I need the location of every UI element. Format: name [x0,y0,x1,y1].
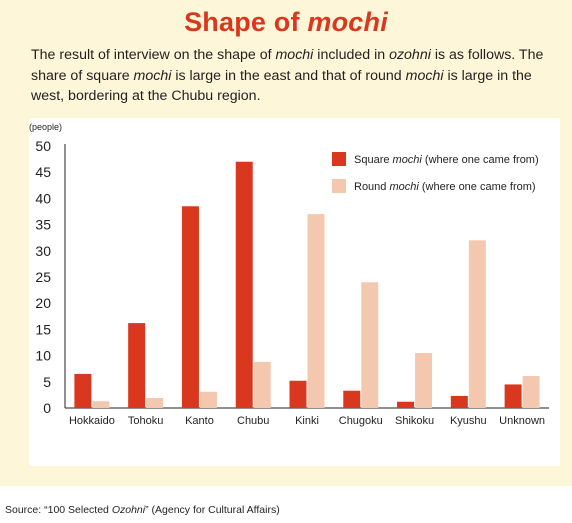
legend-label-square: Square mochi (where one came from) [354,154,539,166]
bar-square-unknown [504,384,522,408]
intro-segment: included in [313,47,390,63]
y-tick-label: 5 [43,374,51,390]
intro-segment: mochi [275,47,314,63]
intro-segment: ozohni [389,47,431,63]
y-tick-label: 40 [35,190,51,206]
bar-round-chubu [253,361,271,408]
legend-text-segment: Round [354,181,389,193]
source-segment: Source: “100 Selected [5,504,112,516]
source-segment: ” (Agency for Cultural Affairs) [145,504,280,516]
intro-segment: is large in the west, bordering at the C… [31,67,532,105]
y-tick-label: 45 [35,164,51,180]
bar-square-chugoku [343,390,361,408]
bar-square-kinki [289,380,307,408]
intro-paragraph: The result of interview on the shape of … [31,45,561,107]
legend-text-segment: mochi [389,181,419,193]
y-tick-label: 35 [35,217,51,233]
legend-text-segment: (where one came from) [422,154,539,166]
source-note: Source: “100 Selected Ozohni” (Agency fo… [5,504,280,516]
y-tick-label: 10 [35,348,51,364]
y-tick-label: 20 [35,295,51,311]
bar-square-shikoku [397,401,415,408]
x-tick-label: Kinki [295,415,319,427]
page-title: Shape of mochi [184,7,388,37]
legend-swatch-square [332,152,346,166]
y-tick-label: 30 [35,243,51,259]
intro-segment: mochi [405,67,444,84]
x-tick-label: Kyushu [450,415,487,427]
intro-segment: is large in the east and that of round [171,67,406,84]
bar-round-tohoku [146,398,164,408]
bar-square-chubu [235,161,253,408]
legend-text-segment: mochi [393,154,423,166]
bar-square-kanto [181,206,199,408]
y-tick-label: 25 [35,269,51,285]
y-axis-unit-label: (people) [29,122,62,132]
source-segment: Ozohni [111,504,146,516]
bar-round-hokkaido [92,401,110,408]
x-tick-label: Kanto [185,415,214,427]
bar-square-kyushu [450,395,468,408]
y-tick-label: 0 [43,400,51,416]
legend-text-segment: Square [354,154,393,166]
bar-chart: (people) 0 5 10 15 20 25 30 35 40 45 50 Hokkaido Toho… [29,122,549,427]
legend-swatch-round [332,179,346,193]
bar-square-hokkaido [74,373,92,408]
bar-round-unknown [522,376,540,408]
bar-round-kanto [199,391,217,408]
y-tick-label: 50 [35,138,51,154]
intro-segment: is as follows. The share of square [31,47,544,84]
x-tick-label: Chubu [237,415,269,427]
bar-square-tohoku [128,323,146,408]
x-tick-label: Shikoku [395,415,434,427]
x-tick-label: Hokkaido [69,415,115,427]
x-tick-label: Tohoku [128,415,163,427]
content-panel: Shape of mochi The result of interview o… [0,0,572,486]
legend-text-segment: (where one came from) [419,181,536,193]
chart-area: (people) 0 5 10 15 20 25 30 35 40 45 50 Hokkaido Toho… [29,118,560,466]
bar-round-shikoku [415,352,433,408]
intro-segment: mochi [133,67,172,84]
x-tick-label: Unknown [499,415,545,427]
x-tick-label: Chugoku [339,415,383,427]
y-tick-label: 15 [35,321,51,337]
bar-round-chugoku [361,282,379,408]
legend-label-round: Round mochi (where one came from) [354,181,536,193]
intro-segment: The result of interview on the shape of [31,47,276,63]
bar-round-kinki [307,214,325,408]
bar-round-kyushu [468,240,486,408]
